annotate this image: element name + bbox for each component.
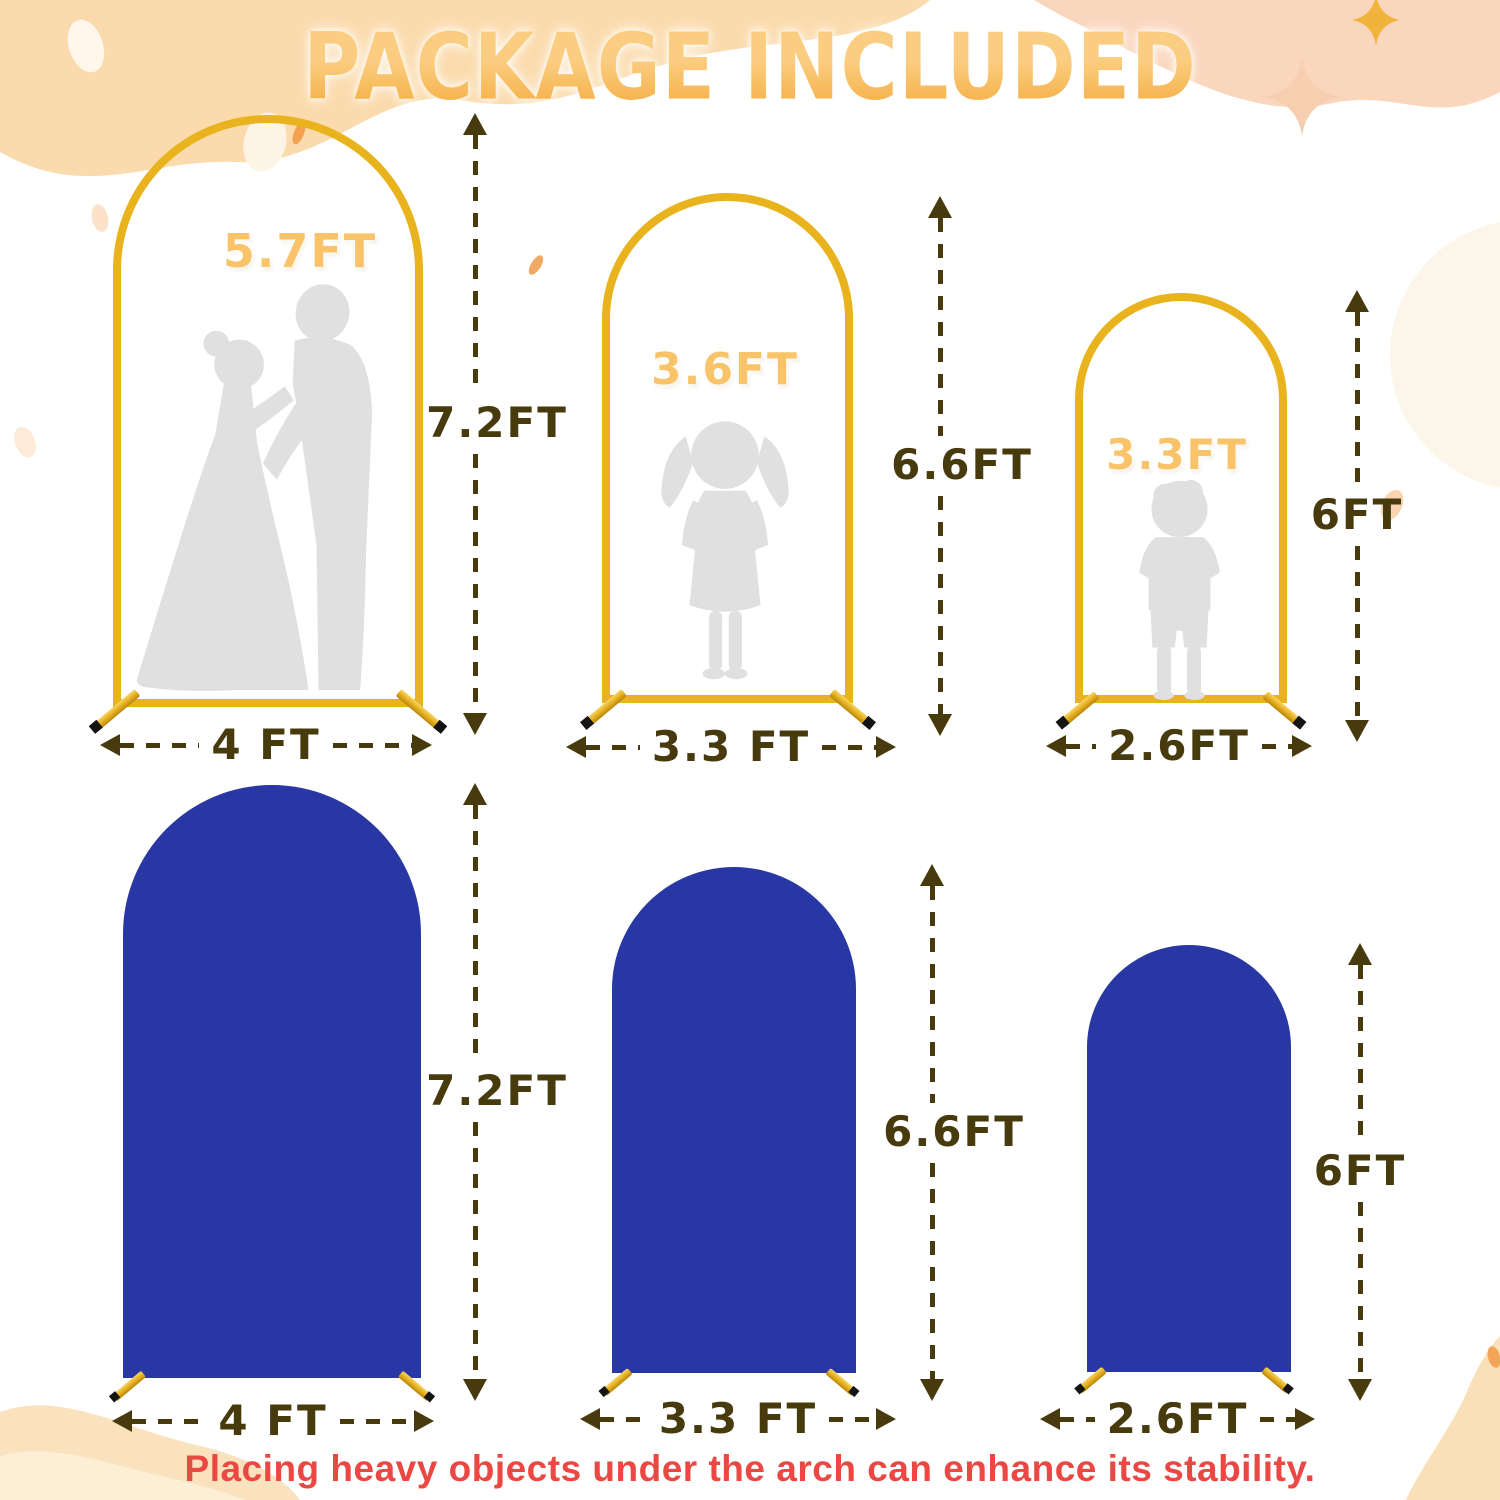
width-label: 4 FT: [211, 720, 321, 769]
arrowhead-down-icon: [928, 714, 952, 736]
arrowhead-up-icon: [1348, 943, 1372, 965]
height-label: 6FT: [1313, 1146, 1407, 1195]
height-arrow-small-cover: 6FT: [1280, 943, 1440, 1401]
dashed-line: [937, 218, 943, 436]
arrowhead-left-icon: [1046, 735, 1066, 757]
dashed-line: [472, 1122, 478, 1379]
dashed-line: [600, 1416, 647, 1422]
height-label: 6.6FT: [883, 1106, 1025, 1156]
dashed-line: [132, 1418, 207, 1424]
figure-height-label: 3.3FT: [1106, 430, 1248, 479]
dashed-line: [1354, 312, 1360, 486]
dashed-line: [1354, 546, 1360, 720]
dashed-line: [472, 454, 478, 713]
dashed-line: [1357, 965, 1363, 1142]
arrowhead-right-icon: [876, 736, 896, 758]
width-label: 2.6FT: [1108, 721, 1250, 770]
arrowhead-up-icon: [928, 196, 952, 218]
height-arrow-medium-cover: 6.6FT: [852, 864, 1023, 1401]
arrowhead-up-icon: [463, 783, 487, 805]
arch-frame-medium: [602, 193, 853, 703]
dashed-line: [472, 135, 478, 394]
arrowhead-left-icon: [100, 734, 120, 756]
dashed-line: [332, 742, 412, 748]
arrowhead-up-icon: [1345, 290, 1369, 312]
arrowhead-right-icon: [412, 734, 432, 756]
wedding-couple-silhouette: [136, 284, 373, 691]
dashed-line: [339, 1418, 414, 1424]
arrowhead-left-icon: [580, 1408, 600, 1430]
width-label: 2.6FT: [1106, 1394, 1249, 1443]
arrowhead-up-icon: [463, 113, 487, 135]
dashed-line: [929, 1162, 935, 1379]
arrowhead-right-icon: [1292, 735, 1312, 757]
foot-cap: [1074, 1383, 1086, 1395]
dashed-line: [1261, 743, 1292, 749]
arch-cover-medium: [612, 867, 856, 1373]
width-arrow-large-cover: 4 FT: [112, 1396, 434, 1446]
height-arrow-medium-frame: 6.6FT: [860, 196, 1031, 736]
width-arrow-small-cover: 2.6FT: [1040, 1394, 1315, 1444]
page-title: PACKAGE INCLUDED: [0, 22, 1500, 114]
arch-frame-small: [1075, 293, 1287, 703]
arrowhead-down-icon: [1348, 1379, 1372, 1401]
arrowhead-down-icon: [463, 1379, 487, 1401]
arrowhead-right-icon: [876, 1408, 896, 1430]
arrowhead-up-icon: [920, 864, 944, 886]
arch-cover-small: [1087, 945, 1291, 1372]
height-label: 7.2FT: [426, 398, 568, 447]
dashed-line: [829, 1416, 876, 1422]
dashed-line: [929, 886, 935, 1103]
dashed-line: [120, 742, 200, 748]
dashed-line: [1260, 1416, 1295, 1422]
dashed-line: [1357, 1202, 1363, 1379]
arrowhead-right-icon: [414, 1410, 434, 1432]
dashed-line: [822, 744, 876, 750]
dashed-line: [472, 805, 478, 1062]
petal-icon: [91, 204, 109, 232]
width-label: 4 FT: [218, 1396, 328, 1445]
width-arrow-medium-cover: 3.3 FT: [580, 1394, 896, 1444]
arch-frame-large: [113, 115, 423, 707]
dashed-line: [937, 496, 943, 714]
boy-silhouette: [1139, 479, 1220, 700]
height-arrow-large-cover: 7.2FT: [395, 783, 566, 1401]
height-label: 6.6FT: [891, 440, 1033, 489]
height-label: 7.2FT: [426, 1066, 568, 1115]
width-label: 3.3 FT: [658, 1394, 818, 1443]
girl-silhouette: [661, 421, 789, 680]
arrowhead-left-icon: [566, 736, 586, 758]
arrowhead-down-icon: [463, 713, 487, 735]
petal-icon: [1487, 1346, 1500, 1368]
height-arrow-small-frame: 6FT: [1277, 290, 1437, 742]
width-arrow-small-frame: 2.6FT: [1046, 721, 1312, 771]
height-label: 6FT: [1310, 490, 1404, 539]
arrowhead-down-icon: [1345, 720, 1369, 742]
width-arrow-large-frame: 4 FT: [100, 720, 432, 770]
dashed-line: [586, 744, 640, 750]
stability-note: Placing heavy objects under the arch can…: [184, 1448, 1316, 1489]
arrowhead-left-icon: [1040, 1408, 1060, 1430]
arch-cover-large: [123, 785, 421, 1378]
height-arrow-large-frame: 7.2FT: [395, 113, 566, 735]
dashed-line: [1066, 743, 1097, 749]
petal-icon: [14, 426, 36, 458]
width-arrow-medium-frame: 3.3 FT: [566, 722, 896, 772]
arrowhead-right-icon: [1295, 1408, 1315, 1430]
arrowhead-down-icon: [920, 1379, 944, 1401]
figure-height-label: 5.7FT: [222, 224, 378, 278]
width-label: 3.3 FT: [651, 722, 811, 771]
figure-height-label: 3.6FT: [650, 344, 799, 395]
arrowhead-left-icon: [112, 1410, 132, 1432]
dashed-line: [1060, 1416, 1095, 1422]
